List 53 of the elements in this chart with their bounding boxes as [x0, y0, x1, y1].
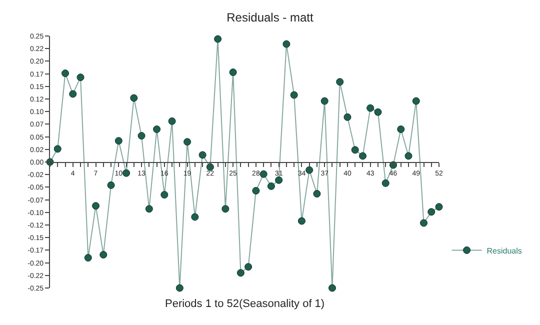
point: [252, 186, 260, 194]
point: [320, 97, 328, 105]
point: [275, 176, 283, 184]
point: [84, 254, 92, 262]
point: [306, 166, 314, 174]
point: [160, 191, 168, 199]
x-axis-title: Periods 1 to 52(Seasonality of 1): [165, 298, 325, 310]
point: [214, 35, 222, 43]
point: [206, 163, 214, 171]
point: [176, 284, 184, 292]
point: [358, 152, 366, 160]
point: [382, 179, 390, 187]
point: [191, 213, 199, 221]
point: [412, 97, 420, 105]
point: [107, 181, 115, 189]
legend-label: Residuals: [486, 246, 522, 256]
point: [76, 74, 84, 82]
point: [153, 125, 161, 133]
point: [168, 117, 176, 125]
point: [198, 151, 206, 159]
point: [130, 94, 138, 102]
point: [290, 91, 298, 99]
point: [428, 208, 436, 216]
point: [420, 219, 428, 227]
point: [114, 137, 122, 145]
point: [298, 217, 306, 225]
point: [328, 284, 336, 292]
point: [374, 108, 382, 116]
point: [404, 152, 412, 160]
point: [282, 40, 290, 48]
point: [397, 125, 405, 133]
point: [260, 170, 268, 178]
point: [222, 205, 230, 213]
point: [184, 138, 192, 146]
point: [138, 132, 146, 140]
point: [69, 90, 77, 98]
point: [122, 169, 130, 177]
point: [100, 250, 108, 258]
point: [366, 104, 374, 112]
point: [336, 78, 344, 86]
point: [344, 113, 352, 121]
point: [145, 205, 153, 213]
point: [351, 146, 359, 154]
point: [313, 190, 321, 198]
point: [244, 263, 252, 271]
point: [92, 202, 100, 210]
point: [62, 70, 69, 78]
point: [229, 68, 237, 76]
point: [54, 145, 62, 153]
point: [267, 182, 275, 190]
point: [435, 203, 443, 211]
chart-title: Residuals - matt: [226, 10, 314, 24]
point: [236, 269, 244, 277]
